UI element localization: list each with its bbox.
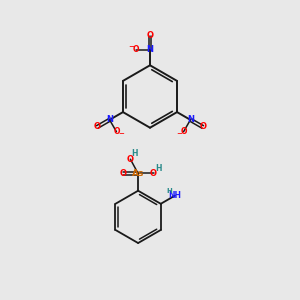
Text: O: O bbox=[180, 127, 187, 136]
Text: O: O bbox=[113, 127, 120, 136]
Text: O: O bbox=[133, 45, 140, 54]
Text: −: − bbox=[129, 44, 134, 50]
Text: N: N bbox=[187, 115, 194, 124]
Text: O: O bbox=[150, 169, 157, 178]
Text: NH: NH bbox=[168, 191, 182, 200]
Text: O: O bbox=[94, 122, 101, 131]
Text: O: O bbox=[146, 31, 154, 40]
Text: H: H bbox=[156, 164, 162, 172]
Text: O: O bbox=[127, 155, 134, 164]
Text: As: As bbox=[132, 169, 144, 178]
Text: −: − bbox=[176, 131, 182, 137]
Text: −: − bbox=[118, 131, 124, 137]
Text: H: H bbox=[166, 188, 172, 194]
Text: N: N bbox=[146, 45, 154, 54]
Text: O: O bbox=[119, 169, 127, 178]
Text: H: H bbox=[131, 149, 138, 158]
Text: N: N bbox=[106, 115, 113, 124]
Text: O: O bbox=[199, 122, 206, 131]
